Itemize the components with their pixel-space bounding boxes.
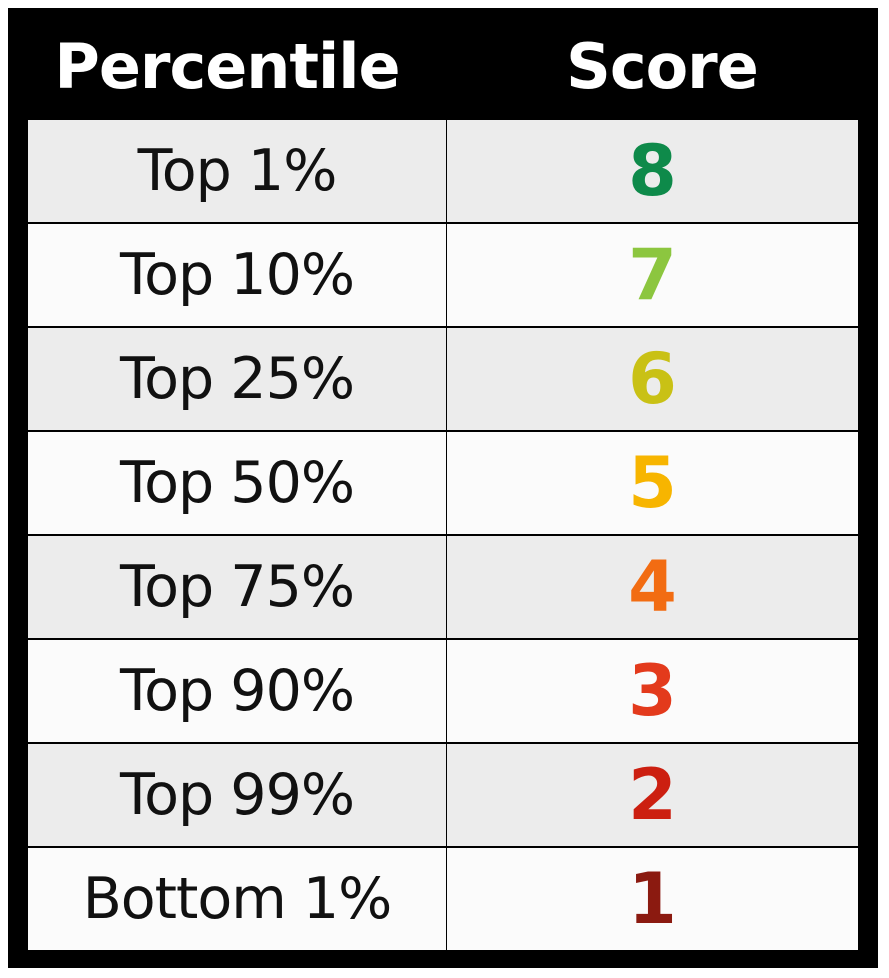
score-value: 8	[628, 130, 677, 212]
percentile-label: Top 50%	[120, 450, 355, 516]
score-value: 6	[628, 338, 677, 420]
percentile-label: Top 1%	[137, 138, 338, 204]
score-value: 2	[628, 754, 677, 836]
table-header: Percentile Score	[8, 8, 878, 120]
score-column-header: Score	[566, 29, 759, 103]
table-row-percentile: Top 10%	[28, 224, 446, 326]
score-value: 3	[628, 650, 677, 732]
percentile-label: Top 90%	[120, 658, 355, 724]
score-value: 5	[628, 442, 677, 524]
score-value: 7	[628, 234, 677, 316]
table-row-score: 2	[447, 744, 858, 846]
table-row-score: 8	[447, 120, 858, 222]
table-row-percentile: Top 25%	[28, 328, 446, 430]
table-row-score: 7	[447, 224, 858, 326]
table-row-score: 6	[447, 328, 858, 430]
percentile-label: Top 25%	[120, 346, 355, 412]
score-value: 4	[628, 546, 677, 628]
percentile-score-table: Percentile Score Top 1% 8 Top 10% 7 Top …	[8, 8, 878, 968]
table-row-score: 1	[447, 848, 858, 950]
table-row-score: 4	[447, 536, 858, 638]
percentile-label: Top 99%	[120, 762, 355, 828]
table-row-percentile: Top 1%	[28, 120, 446, 222]
percentile-label: Top 75%	[120, 554, 355, 620]
percentile-label: Top 10%	[120, 242, 355, 308]
table-row-percentile: Top 99%	[28, 744, 446, 846]
percentile-label: Bottom 1%	[82, 866, 393, 932]
table-row-percentile: Top 90%	[28, 640, 446, 742]
table-row-score: 3	[447, 640, 858, 742]
table-row-score: 5	[447, 432, 858, 534]
score-value: 1	[628, 858, 677, 940]
table-row-percentile: Top 75%	[28, 536, 446, 638]
percentile-column-header: Percentile	[54, 29, 400, 103]
table-row-percentile: Top 50%	[28, 432, 446, 534]
table-row-percentile: Bottom 1%	[28, 848, 446, 950]
table-body: Top 1% 8 Top 10% 7 Top 25% 6 Top 50% 5 T…	[28, 120, 858, 950]
